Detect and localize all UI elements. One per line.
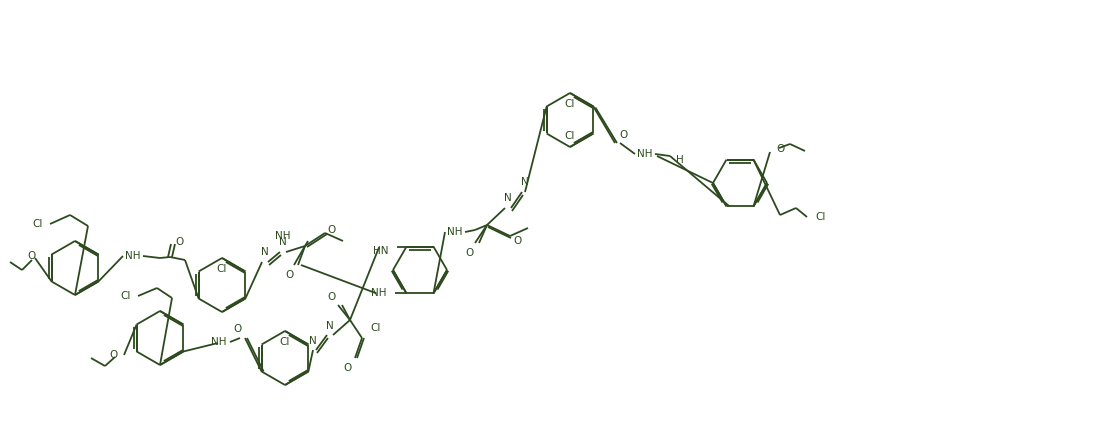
Text: O: O [513, 236, 522, 246]
Text: O: O [174, 237, 183, 247]
Text: O: O [328, 292, 336, 302]
Text: O: O [343, 363, 352, 373]
Text: O: O [466, 248, 474, 258]
Text: O: O [110, 350, 118, 360]
Text: NH: NH [211, 337, 226, 347]
Text: Cl: Cl [217, 264, 227, 274]
Text: Cl: Cl [33, 219, 43, 229]
Text: Cl: Cl [565, 99, 575, 109]
Text: O: O [619, 130, 627, 140]
Text: Cl: Cl [121, 291, 131, 301]
Text: H: H [676, 155, 683, 165]
Text: Cl: Cl [280, 337, 291, 347]
Text: O: O [776, 144, 784, 154]
Text: O: O [234, 324, 242, 334]
Text: Cl: Cl [370, 323, 381, 333]
Text: Cl: Cl [565, 131, 575, 141]
Text: NH: NH [448, 227, 463, 237]
Text: NH: NH [637, 149, 653, 159]
Text: N: N [279, 237, 287, 247]
Text: Cl: Cl [815, 212, 825, 222]
Text: NH: NH [125, 251, 140, 261]
Text: O: O [328, 225, 336, 235]
Text: O: O [286, 270, 294, 280]
Text: HN: HN [373, 245, 388, 255]
Text: N: N [261, 247, 269, 257]
Text: N: N [309, 336, 317, 346]
Text: N: N [521, 177, 529, 187]
Text: NH: NH [275, 231, 291, 241]
Text: O: O [27, 251, 36, 261]
Text: N: N [326, 321, 333, 331]
Text: NH: NH [371, 288, 386, 298]
Text: N: N [505, 193, 512, 203]
